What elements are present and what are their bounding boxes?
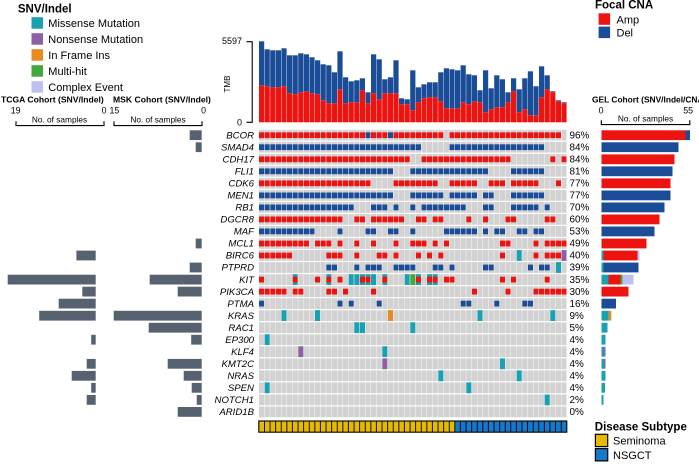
svg-text:BIRC6: BIRC6	[226, 251, 255, 262]
svg-text:Del: Del	[617, 28, 634, 40]
svg-text:0: 0	[599, 105, 604, 115]
svg-text:ARID1B: ARID1B	[218, 407, 254, 418]
svg-text:No. of samples: No. of samples	[130, 115, 185, 125]
svg-text:Missense Mutation: Missense Mutation	[48, 18, 140, 30]
svg-text:NSGCT: NSGCT	[613, 450, 652, 462]
svg-text:84%: 84%	[570, 155, 590, 166]
svg-text:No. of samples: No. of samples	[618, 114, 673, 124]
svg-text:PTPRD: PTPRD	[221, 263, 254, 274]
svg-text:NOTCH1: NOTCH1	[215, 395, 254, 406]
svg-text:GEL Cohort (SNV/Indel/CNA): GEL Cohort (SNV/Indel/CNA)	[592, 95, 699, 105]
svg-text:5%: 5%	[570, 323, 584, 334]
svg-text:0: 0	[237, 117, 242, 127]
svg-text:9%: 9%	[570, 311, 584, 322]
svg-text:81%: 81%	[570, 167, 590, 178]
svg-text:77%: 77%	[570, 191, 590, 202]
svg-text:No. of samples: No. of samples	[32, 115, 87, 125]
svg-text:SNV/Indel: SNV/Indel	[18, 4, 72, 16]
svg-text:RB1: RB1	[235, 203, 254, 214]
svg-text:35%: 35%	[570, 275, 590, 286]
svg-text:2%: 2%	[570, 395, 584, 406]
svg-text:FLI1: FLI1	[235, 167, 254, 178]
svg-text:53%: 53%	[570, 227, 590, 238]
svg-text:MAF: MAF	[234, 227, 255, 238]
svg-text:0: 0	[201, 105, 206, 115]
svg-text:PTMA: PTMA	[227, 299, 254, 310]
svg-text:Focal CNA: Focal CNA	[595, 0, 653, 11]
svg-text:4%: 4%	[570, 371, 584, 382]
svg-text:4%: 4%	[570, 347, 584, 358]
svg-text:49%: 49%	[570, 239, 590, 250]
svg-text:SPEN: SPEN	[228, 383, 254, 394]
svg-text:0: 0	[102, 105, 107, 115]
svg-text:84%: 84%	[570, 142, 590, 153]
svg-text:30%: 30%	[570, 287, 590, 298]
svg-text:MSK Cohort (SNV/Indel): MSK Cohort (SNV/Indel)	[113, 95, 211, 105]
svg-text:EP300: EP300	[225, 335, 254, 346]
svg-text:SMAD4: SMAD4	[221, 142, 254, 153]
svg-text:40%: 40%	[570, 251, 590, 262]
svg-text:MCL1: MCL1	[228, 239, 254, 250]
svg-text:RAC1: RAC1	[228, 323, 254, 334]
svg-text:16%: 16%	[570, 299, 590, 310]
svg-text:39%: 39%	[570, 263, 590, 274]
svg-text:70%: 70%	[570, 203, 590, 214]
svg-text:KLF4: KLF4	[231, 347, 254, 358]
svg-text:In Frame Ins: In Frame Ins	[48, 50, 110, 62]
svg-text:96%: 96%	[570, 130, 590, 141]
svg-text:PIK3CA: PIK3CA	[220, 287, 254, 298]
svg-text:60%: 60%	[570, 215, 590, 226]
svg-text:15: 15	[110, 105, 120, 115]
svg-text:19: 19	[11, 105, 21, 115]
svg-text:55: 55	[683, 105, 693, 115]
svg-text:Seminoma: Seminoma	[613, 436, 666, 448]
svg-text:77%: 77%	[570, 179, 590, 190]
svg-text:KMT2C: KMT2C	[221, 359, 254, 370]
svg-text:0%: 0%	[570, 407, 584, 418]
svg-text:Multi-hit: Multi-hit	[48, 66, 87, 78]
svg-text:4%: 4%	[570, 383, 584, 394]
svg-text:NRAS: NRAS	[227, 371, 254, 382]
svg-text:KIT: KIT	[239, 275, 255, 286]
svg-text:TCGA Cohort (SNV/Indel): TCGA Cohort (SNV/Indel)	[1, 95, 104, 105]
svg-text:5597: 5597	[222, 36, 242, 46]
svg-text:CDH17: CDH17	[223, 155, 255, 166]
svg-text:CDK6: CDK6	[228, 179, 254, 190]
svg-text:DGCR8: DGCR8	[220, 215, 254, 226]
svg-text:Disease Subtype: Disease Subtype	[595, 422, 687, 434]
svg-text:4%: 4%	[570, 335, 584, 346]
svg-text:Nonsense Mutation: Nonsense Mutation	[48, 34, 143, 46]
svg-text:Amp: Amp	[617, 14, 640, 26]
svg-text:4%: 4%	[570, 359, 584, 370]
svg-text:MEN1: MEN1	[227, 191, 254, 202]
svg-text:Complex Event: Complex Event	[48, 82, 123, 94]
svg-text:KRAS: KRAS	[228, 311, 255, 322]
svg-text:TMB: TMB	[223, 76, 232, 93]
svg-text:BCOR: BCOR	[226, 130, 254, 141]
